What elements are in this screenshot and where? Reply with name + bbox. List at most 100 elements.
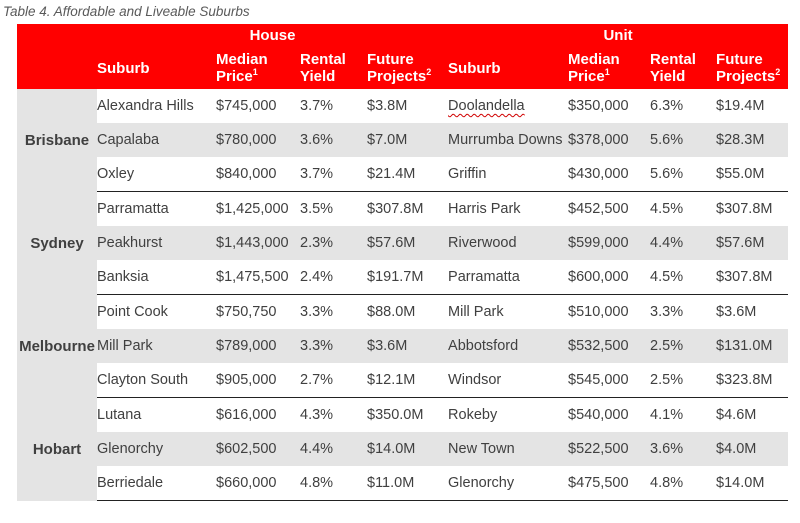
unit-rental-yield-cell: 4.5% [650, 201, 684, 217]
house-rental-yield-cell: 3.7% [300, 98, 334, 114]
unit-suburb-cell: Glenorchy [448, 466, 569, 501]
header-unit-suburb: Suburb [448, 47, 569, 89]
table-row: Clayton South $905,000 2.7% $12.1M Windsor $5… [17, 363, 789, 398]
house-rental-yield-cell: 2.7% [300, 363, 367, 398]
suburbs-table: House Unit Suburb Median Price1 Rental Y… [17, 24, 789, 501]
house-median-price-cell: $789,000 [216, 329, 300, 363]
house-suburb-cell: Alexandra Hills [97, 98, 194, 114]
house-rental-yield-cell: 2.4% [300, 260, 367, 295]
unit-rental-yield-cell: 6.3% [650, 98, 684, 114]
house-suburb-cell: Glenorchy [97, 432, 216, 466]
unit-median-price-cell: $378,000 [568, 123, 651, 157]
house-median-price-cell: $1,475,500 [216, 260, 300, 295]
table-row: Berriedale $660,000 4.8% $11.0M Glenorchy $47… [17, 466, 789, 501]
unit-suburb-cell: Murrumba Downs [448, 123, 569, 157]
house-suburb-cell: Oxley [97, 157, 216, 192]
unit-rental-yield-cell: 3.6% [650, 432, 717, 466]
unit-future-projects-cell: $307.8M [716, 260, 789, 295]
house-future-projects-cell: $57.6M [367, 226, 449, 260]
house-rental-yield-cell: 2.3% [300, 226, 367, 260]
header-city-blank [17, 47, 97, 89]
table-row: Banksia $1,475,500 2.4% $191.7M Parramatta $6… [17, 260, 789, 295]
header-house-future-projects: Future Projects2 [367, 47, 449, 89]
table-row: Brisbane Alexandra Hills $745,000 3.7% $3.8M… [17, 89, 788, 192]
unit-future-projects-cell: $4.6M [716, 407, 757, 423]
table-row: Melbourne Point Cook $750,750 3.3% $88.0M Mil… [17, 294, 788, 398]
house-rental-yield-cell: 3.5% [300, 201, 334, 217]
house-future-projects-cell: $7.0M [367, 123, 449, 157]
spellcheck-word: Doolandella [448, 98, 525, 114]
house-suburb-cell: Capalaba [97, 123, 216, 157]
house-rental-yield-cell: 3.6% [300, 123, 367, 157]
unit-rental-yield-cell: 4.1% [650, 407, 684, 423]
house-suburb-cell: Parramatta [97, 201, 169, 217]
unit-suburb-cell: Rokeby [448, 407, 498, 423]
house-rental-yield-cell: 3.3% [300, 304, 334, 320]
table-row: Hobart Lutana $616,000 4.3% $350.0M Rokeby $54… [17, 397, 788, 501]
unit-future-projects-cell: $131.0M [716, 329, 789, 363]
house-median-price-cell: $780,000 [216, 123, 300, 157]
unit-rental-yield-cell: 2.5% [650, 363, 717, 398]
unit-suburb-cell: Doolandella [448, 89, 568, 123]
unit-future-projects-cell: $4.0M [716, 432, 789, 466]
house-median-price-cell: $660,000 [216, 466, 300, 501]
house-future-projects-cell: $11.0M [367, 466, 449, 501]
unit-suburb-cell: Parramatta [448, 260, 569, 295]
house-rental-yield-cell: 4.8% [300, 466, 367, 501]
house-rental-yield-cell: 3.7% [300, 157, 367, 192]
house-median-price-cell: $616,000 [216, 407, 277, 423]
table-row: Mill Park $789,000 3.3% $3.6M Abbotsford $532… [17, 329, 789, 363]
house-median-price-cell: $750,750 [216, 304, 277, 320]
unit-median-price-cell: $452,500 [568, 201, 629, 217]
header-unit-median-price: Median Price1 [568, 47, 651, 89]
house-suburb-cell: Point Cook [97, 304, 168, 320]
house-future-projects-cell: $191.7M [367, 260, 449, 295]
header-house-median-price: Median Price1 [216, 47, 300, 89]
unit-median-price-cell: $522,500 [568, 432, 651, 466]
city-label: Sydney [17, 191, 97, 295]
unit-rental-yield-cell: 4.8% [650, 466, 717, 501]
unit-future-projects-cell: $14.0M [716, 466, 789, 501]
header-unit-rental-yield: Rental Yield [650, 47, 717, 89]
header-house: House [97, 24, 449, 47]
header-corner [17, 24, 97, 47]
house-median-price-cell: $602,500 [216, 432, 300, 466]
table-row: Sydney Parramatta $1,425,000 3.5% $307.8M Har… [17, 191, 788, 295]
unit-future-projects-cell: $55.0M [716, 157, 789, 192]
table-row: Glenorchy $602,500 4.4% $14.0M New Town $522,… [17, 432, 789, 466]
house-median-price-cell: $745,000 [216, 98, 277, 114]
city-label: Melbourne [17, 294, 97, 398]
house-rental-yield-cell: 3.3% [300, 329, 367, 363]
house-future-projects-cell: $3.6M [367, 329, 449, 363]
house-suburb-cell: Mill Park [97, 329, 216, 363]
house-future-projects-cell: $12.1M [367, 363, 449, 398]
house-suburb-cell: Berriedale [97, 466, 216, 501]
house-suburb-cell: Banksia [97, 260, 216, 295]
city-label: Hobart [17, 397, 97, 501]
unit-rental-yield-cell: 4.5% [650, 260, 717, 295]
house-rental-yield-cell: 4.3% [300, 407, 334, 423]
house-future-projects-cell: $88.0M [367, 304, 416, 320]
unit-suburb-cell: Griffin [448, 157, 569, 192]
unit-rental-yield-cell: 5.6% [650, 123, 717, 157]
house-suburb-cell: Peakhurst [97, 226, 216, 260]
header-unit: Unit [448, 24, 789, 47]
unit-future-projects-cell: $57.6M [716, 226, 789, 260]
table-row: Oxley $840,000 3.7% $21.4M Griffin $430,000 5.… [17, 157, 789, 192]
unit-rental-yield-cell: 5.6% [650, 157, 717, 192]
house-future-projects-cell: $307.8M [367, 201, 424, 217]
unit-rental-yield-cell: 4.4% [650, 226, 717, 260]
house-median-price-cell: $1,443,000 [216, 226, 300, 260]
unit-suburb-cell: Harris Park [448, 201, 521, 217]
city-label: Brisbane [17, 89, 97, 192]
unit-future-projects-cell: $3.6M [716, 304, 757, 320]
house-median-price-cell: $905,000 [216, 363, 300, 398]
table-row: Capalaba $780,000 3.6% $7.0M Murrumba Downs $… [17, 123, 789, 157]
unit-median-price-cell: $532,500 [568, 329, 651, 363]
header-house-suburb: Suburb [97, 47, 216, 89]
unit-median-price-cell: $600,000 [568, 260, 651, 295]
house-rental-yield-cell: 4.4% [300, 432, 367, 466]
house-suburb-cell: Lutana [97, 407, 142, 423]
unit-future-projects-cell: $323.8M [716, 363, 789, 398]
house-future-projects-cell: $21.4M [367, 157, 449, 192]
